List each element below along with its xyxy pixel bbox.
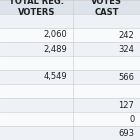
Bar: [0, 98, 140, 112]
Text: 2,060: 2,060: [43, 31, 67, 39]
Text: 566: 566: [118, 73, 134, 81]
Bar: [0, 28, 140, 42]
Text: 0: 0: [129, 115, 134, 123]
Text: 242: 242: [119, 31, 134, 39]
Bar: [0, 84, 140, 98]
Bar: [0, 126, 140, 140]
Text: 693: 693: [118, 129, 134, 137]
Bar: [0, 112, 140, 126]
Bar: [0, 70, 140, 84]
Text: 324: 324: [119, 45, 134, 53]
Text: TOTAL REG.
VOTERS: TOTAL REG. VOTERS: [9, 0, 64, 17]
Text: VOTES
CAST: VOTES CAST: [91, 0, 122, 17]
Text: 4,549: 4,549: [44, 73, 67, 81]
Bar: [0, 0, 140, 14]
Bar: [0, 42, 140, 56]
Bar: [0, 14, 140, 28]
Text: 2,489: 2,489: [43, 45, 67, 53]
Text: 127: 127: [119, 101, 134, 109]
Bar: [0, 56, 140, 70]
